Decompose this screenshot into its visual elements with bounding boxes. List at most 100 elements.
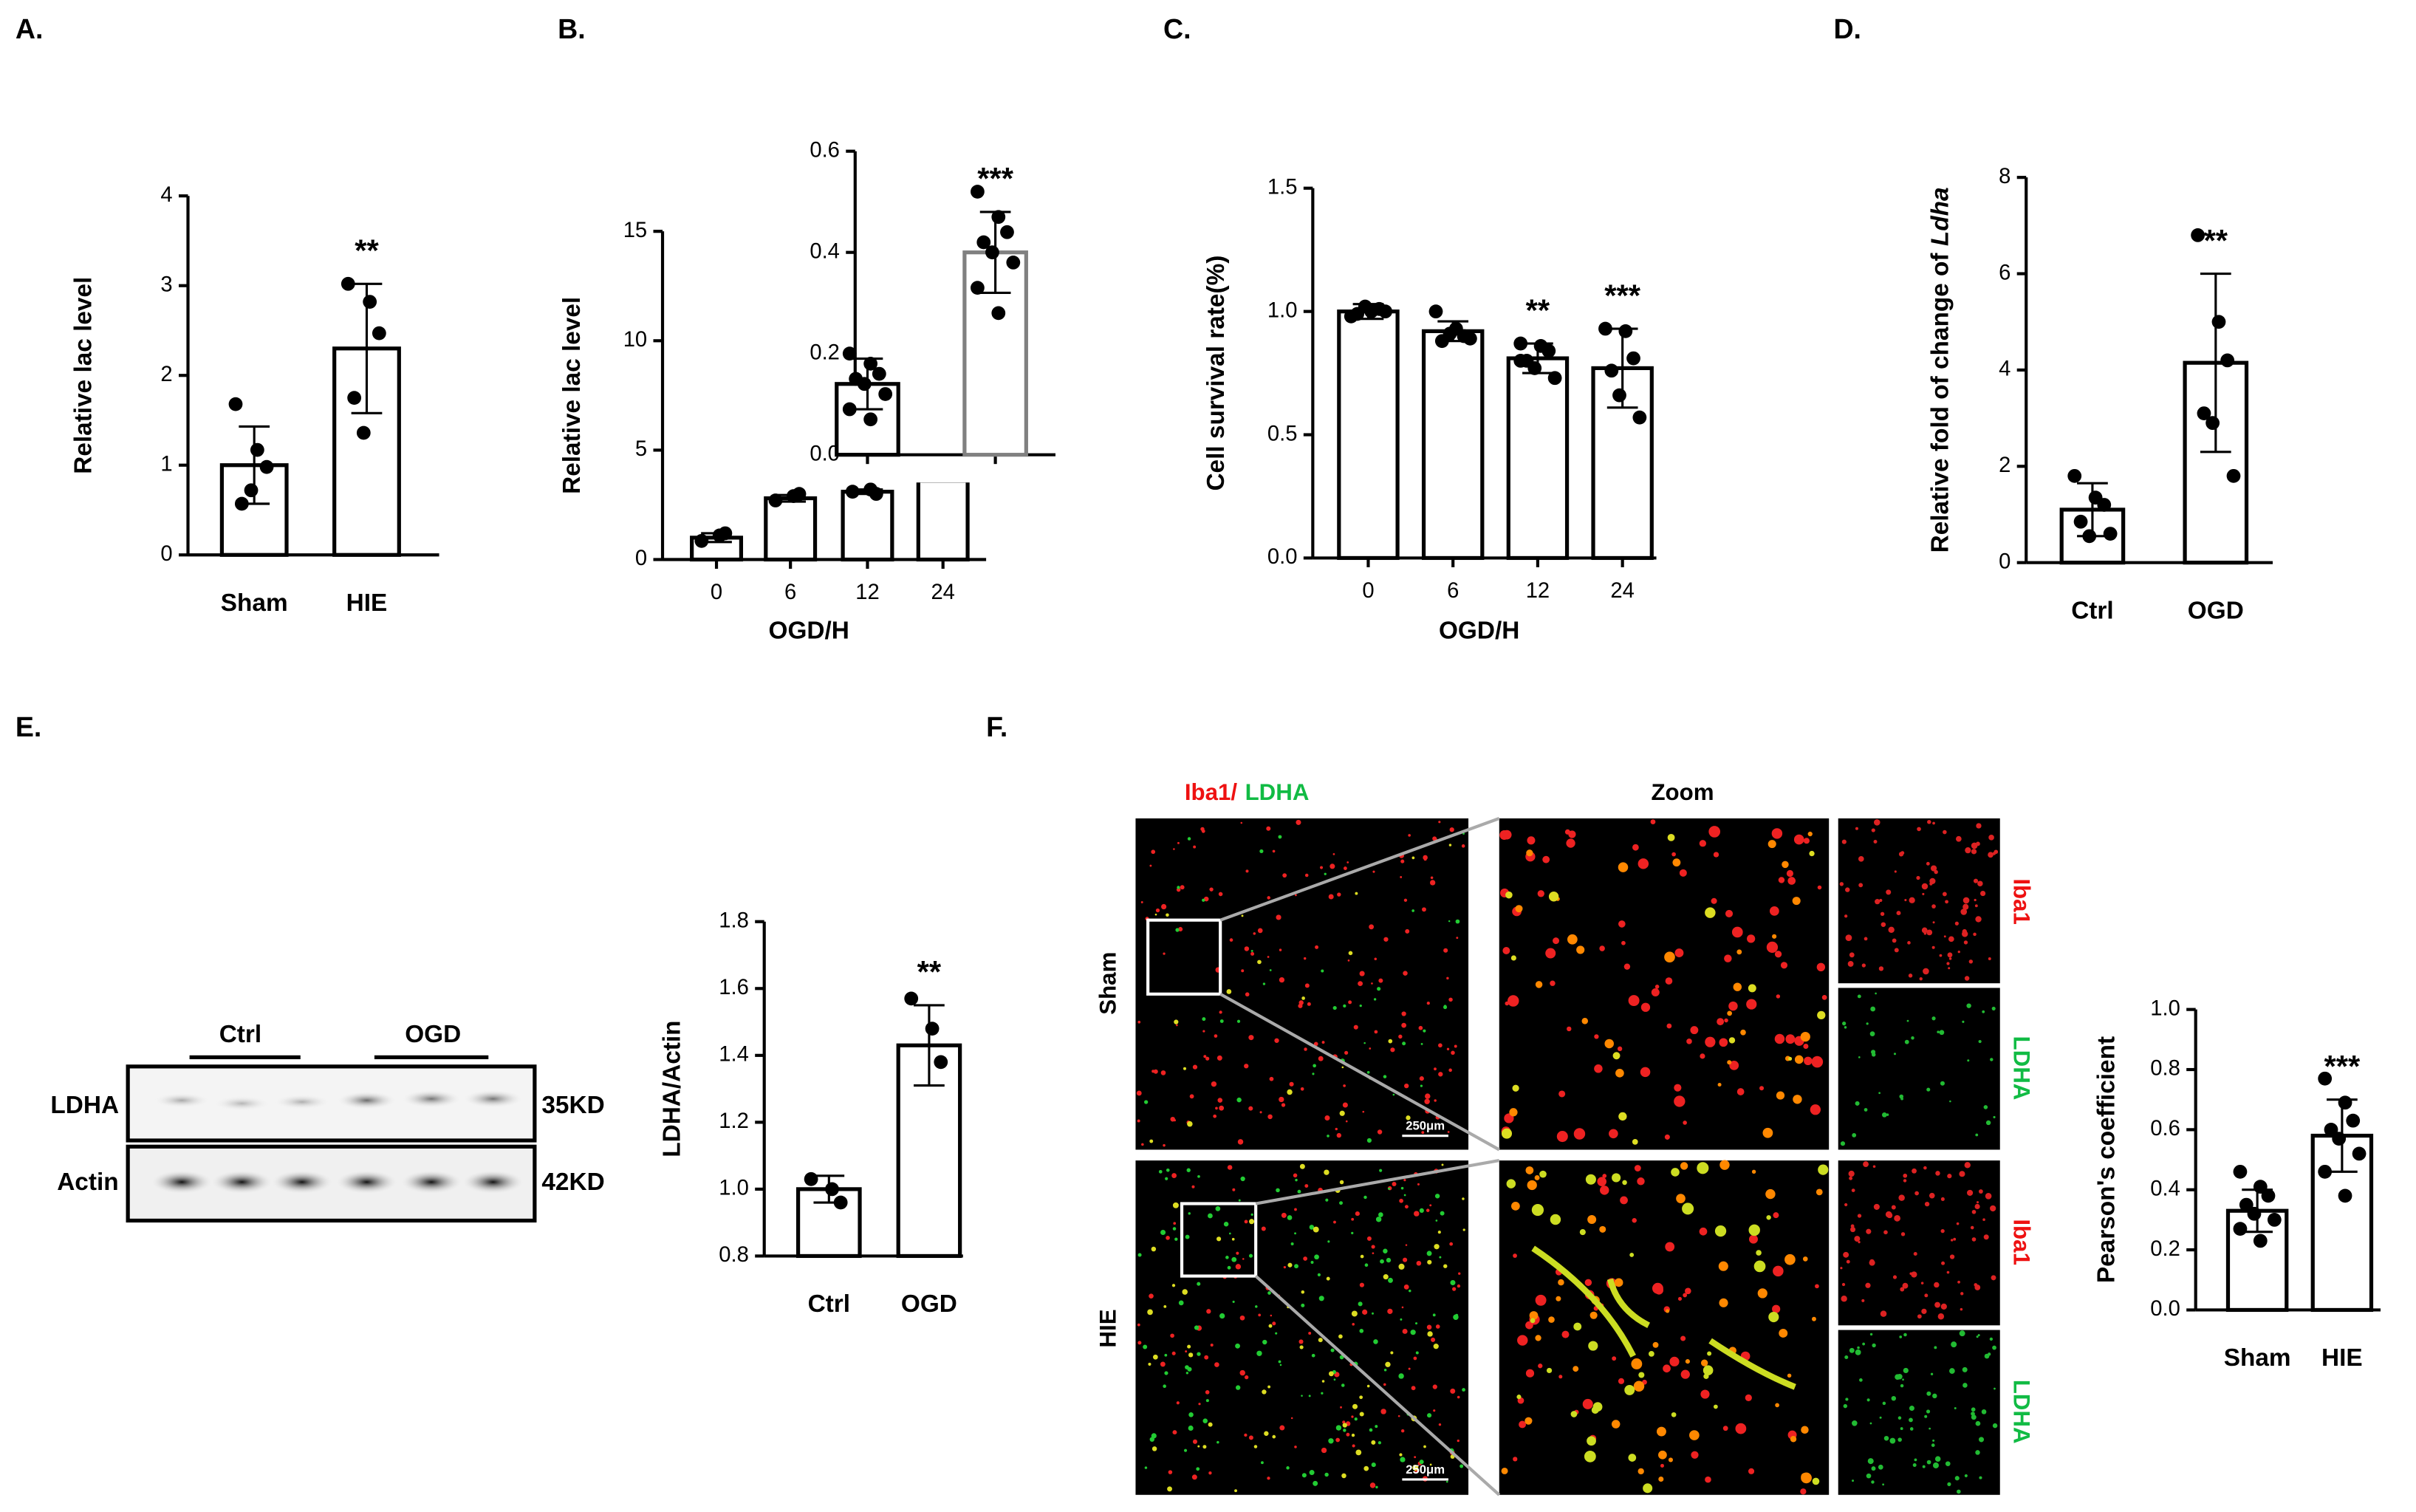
signal-dot xyxy=(1401,1011,1406,1016)
signal-dot xyxy=(1345,1120,1348,1123)
signal-dot xyxy=(1242,1258,1245,1260)
signal-dot xyxy=(1971,1414,1977,1420)
signal-dot xyxy=(1845,1398,1849,1401)
signal-dot xyxy=(1398,1263,1405,1270)
signal-dot xyxy=(1994,1387,1996,1390)
signal-dot xyxy=(1340,1406,1342,1409)
signal-dot xyxy=(1546,1367,1553,1374)
signal-dot xyxy=(1817,1010,1826,1020)
signal-dot xyxy=(1674,1095,1686,1107)
y-tick-label: 0.8 xyxy=(719,1243,749,1267)
signal-dot xyxy=(1771,828,1783,839)
signal-dot xyxy=(1501,1467,1508,1474)
signal-dot xyxy=(1733,982,1742,991)
signal-dot xyxy=(1768,1311,1779,1323)
signal-dot xyxy=(1341,1473,1346,1479)
signal-dot xyxy=(1374,957,1378,960)
signal-dot xyxy=(1202,1017,1206,1022)
signal-dot xyxy=(1978,1189,1983,1194)
signal-dot xyxy=(1683,1293,1688,1298)
signal-dot xyxy=(1848,1170,1855,1177)
signal-dot xyxy=(1946,1270,1950,1274)
signal-dot xyxy=(1371,1463,1376,1468)
signal-dot xyxy=(1321,1380,1325,1383)
signal-dot xyxy=(1900,1232,1906,1236)
signal-dot xyxy=(1318,1338,1323,1343)
signal-dot xyxy=(1287,1089,1293,1095)
signal-dot xyxy=(1328,894,1334,900)
data-point xyxy=(2239,1197,2254,1212)
signal-dot xyxy=(1689,1430,1700,1440)
signal-dot xyxy=(1154,913,1157,916)
signal-dot xyxy=(1432,1384,1437,1389)
signal-dot xyxy=(1581,1018,1589,1024)
signal-dot xyxy=(1852,1420,1858,1426)
signal-dot xyxy=(1163,1143,1166,1147)
signal-dot xyxy=(1390,1351,1394,1355)
signal-dot xyxy=(1324,1115,1330,1121)
signal-dot xyxy=(1849,1176,1853,1180)
signal-dot xyxy=(1866,1022,1869,1025)
signal-dot xyxy=(1658,1476,1664,1482)
signal-dot xyxy=(1902,1282,1909,1289)
signal-dot xyxy=(1982,1010,1985,1013)
signal-dot xyxy=(1313,1226,1319,1233)
signal-dot xyxy=(1293,1173,1298,1178)
signal-dot xyxy=(1686,1039,1692,1044)
signal-dot xyxy=(1392,1182,1397,1187)
signal-dot xyxy=(1926,861,1930,866)
y-tick-label: 0.6 xyxy=(810,138,840,162)
signal-dot xyxy=(1956,1222,1960,1225)
signal-dot xyxy=(1409,1289,1411,1293)
signal-dot xyxy=(1219,1105,1225,1111)
y-tick-label: 15 xyxy=(623,219,647,242)
signal-dot xyxy=(1217,1098,1223,1103)
signal-dot xyxy=(1748,1234,1758,1244)
x-tick-label: 12 xyxy=(1526,579,1550,603)
signal-dot xyxy=(1879,898,1883,903)
signal-dot xyxy=(1539,1170,1547,1178)
signal-dot xyxy=(1567,934,1578,945)
signal-dot xyxy=(1420,1042,1423,1045)
signal-dot xyxy=(1249,1219,1255,1225)
signal-dot xyxy=(1883,1435,1889,1441)
signal-dot xyxy=(1512,1084,1519,1092)
signal-dot xyxy=(1304,1047,1307,1051)
signal-dot xyxy=(1932,1439,1935,1442)
signal-dot xyxy=(1401,1022,1407,1028)
significance: ** xyxy=(1526,293,1550,327)
signal-dot xyxy=(1525,1321,1533,1330)
band xyxy=(400,1089,462,1109)
signal-dot xyxy=(1188,1412,1194,1417)
signal-dot xyxy=(1435,1219,1438,1222)
signal-dot xyxy=(1377,1129,1383,1135)
signal-dot xyxy=(1235,1264,1242,1270)
signal-dot xyxy=(1976,1201,1979,1204)
signal-dot xyxy=(1505,891,1513,899)
data-point xyxy=(2103,527,2118,541)
signal-dot xyxy=(1974,1203,1980,1210)
chart: 0 1 2 3 4 Relative lac level Sham HIE ** xyxy=(70,183,439,617)
signal-dot xyxy=(1940,1197,1945,1201)
signal-dot xyxy=(1267,1114,1273,1120)
data-point xyxy=(363,295,377,309)
signal-dot xyxy=(1434,1194,1440,1199)
signal-dot xyxy=(1960,909,1968,915)
signal-dot xyxy=(1191,1185,1195,1188)
signal-dot xyxy=(1336,1132,1341,1138)
signal-dot xyxy=(1745,1394,1752,1401)
data-point xyxy=(925,1022,940,1036)
signal-dot xyxy=(1937,1313,1945,1320)
signal-dot xyxy=(1383,1274,1389,1280)
signal-dot xyxy=(1508,995,1519,1007)
signal-dot xyxy=(1459,1464,1464,1468)
data-point xyxy=(228,397,243,411)
y-tick-label: 10 xyxy=(623,328,647,352)
signal-dot xyxy=(1438,821,1441,824)
signal-dot xyxy=(1840,1141,1846,1146)
signal-dot xyxy=(1339,1201,1343,1205)
signal-dot xyxy=(1229,938,1233,942)
data-point xyxy=(2097,498,2112,512)
signal-dot xyxy=(1841,1296,1847,1302)
signal-dot xyxy=(1909,1427,1914,1431)
